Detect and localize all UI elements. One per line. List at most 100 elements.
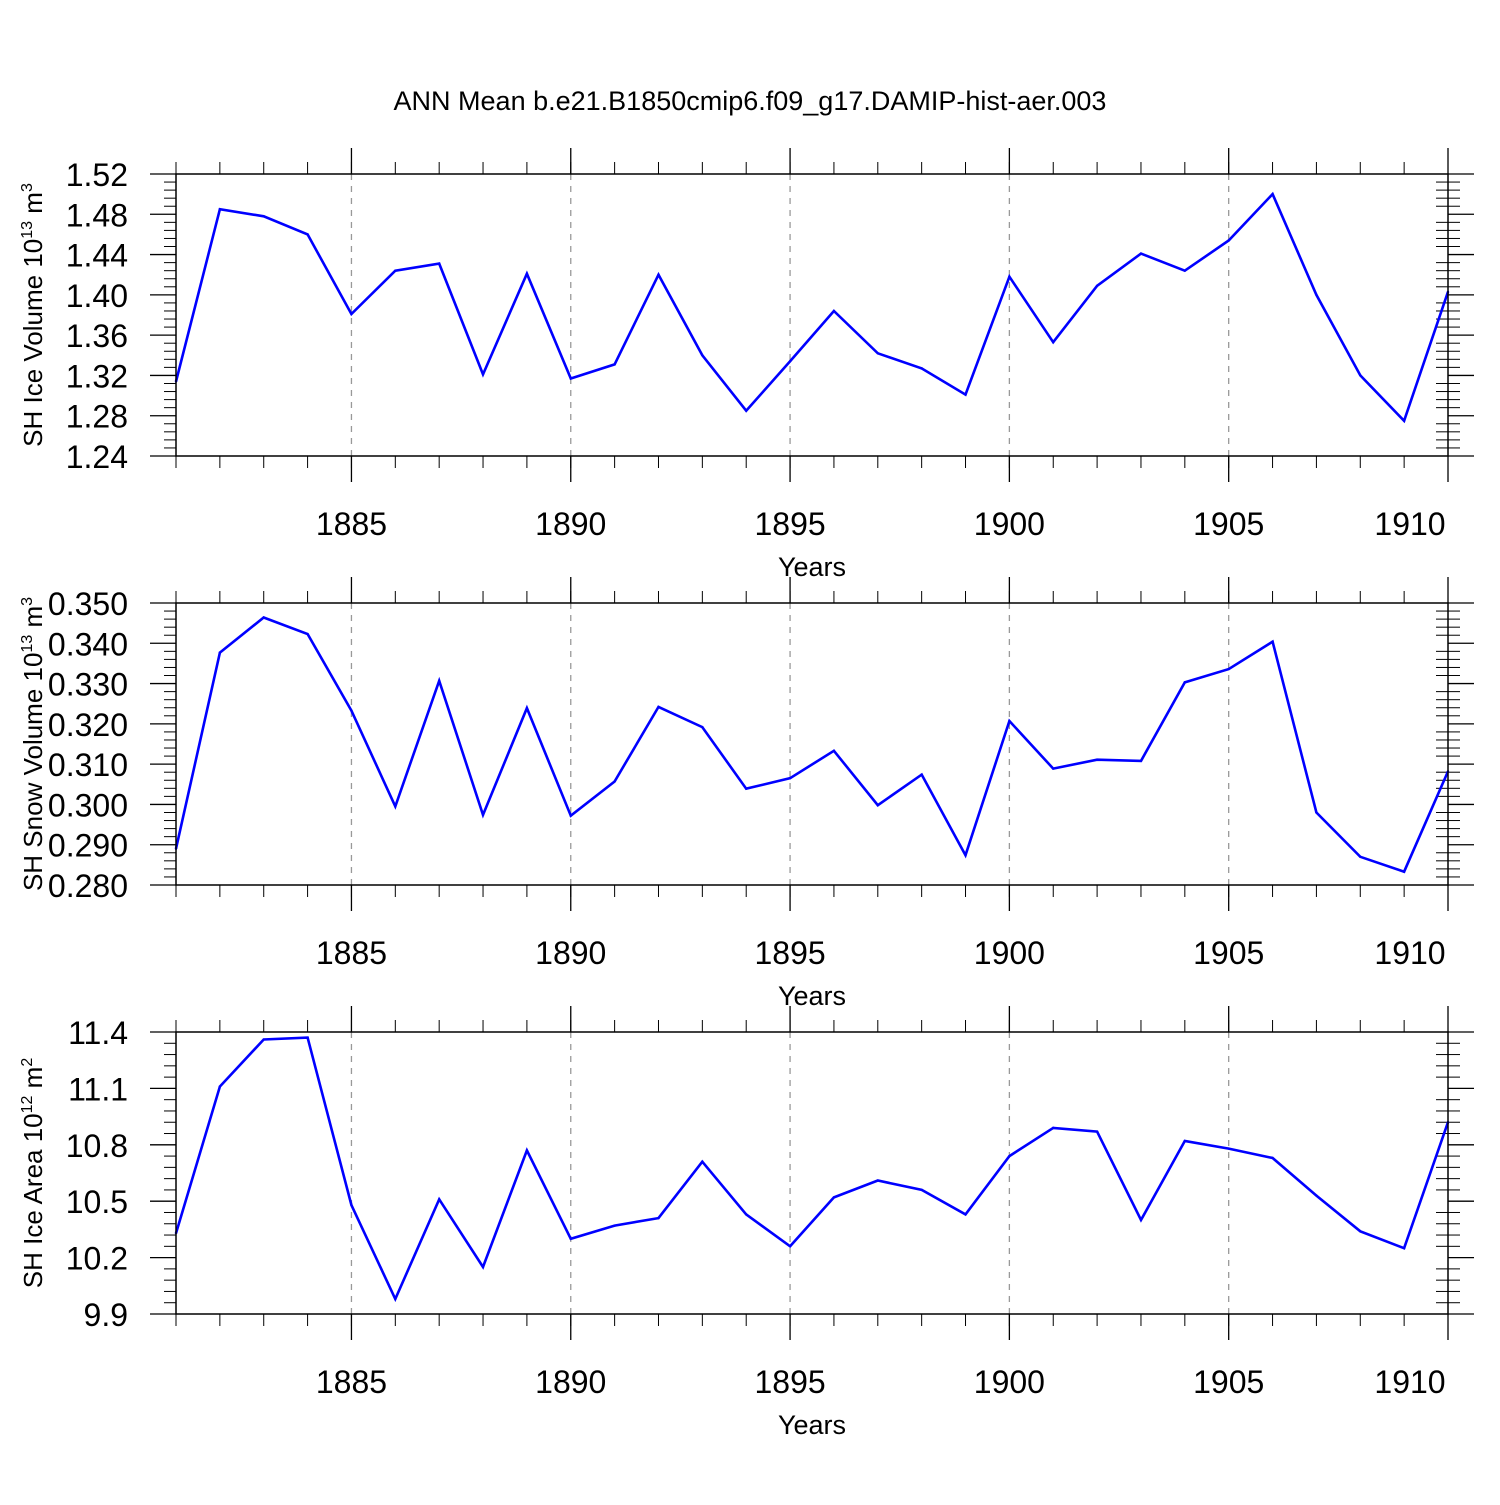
data-point-1889 [525, 1149, 529, 1152]
data-point-1886 [394, 269, 397, 272]
data-point-1897 [876, 1179, 879, 1182]
data-point-1882 [218, 1085, 222, 1088]
data-point-1898 [920, 1188, 923, 1192]
data-point-1896 [832, 309, 836, 313]
x-tick-label: 1910 [1374, 935, 1445, 971]
data-point-1908 [1359, 374, 1362, 377]
data-point-1886 [394, 805, 397, 808]
y-tick-label: 1.40 [66, 278, 128, 314]
y-tick-label: 1.32 [66, 358, 128, 394]
data-point-1904 [1183, 269, 1187, 272]
data-point-1906 [1271, 1156, 1274, 1160]
data-point-1901 [1052, 767, 1055, 770]
data-point-1885 [350, 709, 353, 712]
data-point-1904 [1183, 681, 1187, 684]
x-tick-label: 1900 [974, 935, 1045, 971]
y-axis-label: SH Ice Volume 1013 m3 [18, 183, 48, 447]
x-tick-label: 1890 [535, 935, 606, 971]
data-point-1897 [876, 804, 879, 807]
x-tick-label: 1900 [974, 506, 1045, 542]
data-point-1894 [745, 787, 748, 790]
x-tick-label: 1905 [1193, 1364, 1264, 1400]
data-point-1882 [218, 208, 222, 211]
x-tick-label: 1885 [316, 506, 387, 542]
data-point-1899 [964, 393, 967, 396]
data-point-1887 [437, 679, 441, 682]
data-point-1909 [1402, 870, 1406, 873]
data-point-1893 [701, 725, 704, 729]
data-point-1909 [1402, 1247, 1406, 1250]
chart-title: ANN Mean b.e21.B1850cmip6.f09_g17.DAMIP-… [394, 86, 1107, 116]
x-axis-label: Years [778, 552, 846, 582]
data-point-1904 [1183, 1139, 1187, 1143]
data-point-1905 [1227, 667, 1230, 671]
data-point-1883 [262, 215, 265, 218]
data-point-1908 [1359, 1230, 1362, 1233]
data-point-1900 [1008, 719, 1011, 723]
data-point-1884 [306, 1036, 309, 1039]
x-tick-label: 1890 [535, 1364, 606, 1400]
x-tick-label: 1905 [1193, 935, 1264, 971]
data-point-1888 [481, 813, 485, 817]
data-point-1883 [262, 616, 265, 619]
y-tick-label: 1.28 [66, 399, 128, 435]
data-point-1901 [1052, 1126, 1055, 1130]
data-point-1890 [569, 377, 572, 380]
y-tick-label: 0.280 [48, 868, 128, 904]
data-point-1890 [569, 814, 572, 817]
y-tick-label: 1.44 [66, 238, 128, 274]
data-point-1907 [1315, 1194, 1318, 1197]
data-point-1884 [306, 632, 309, 636]
series-line [174, 616, 1450, 874]
y-axis-label: SH Ice Area 1012 m2 [18, 1058, 48, 1289]
panel-3: 1885 1890 1895 1900 1905 1910 9.9 10.2 10.5 10.8 1… [18, 1006, 1474, 1440]
data-point-1895 [788, 360, 792, 363]
data-point-1895 [788, 777, 792, 780]
y-tick-label: 1.24 [66, 439, 128, 475]
data-point-1895 [788, 1245, 792, 1248]
y-tick-label: 10.8 [66, 1128, 128, 1164]
y-axis-label: SH Snow Volume 1013 m3 [18, 597, 48, 891]
data-point-1902 [1095, 284, 1099, 287]
data-point-1891 [613, 1224, 616, 1227]
data-point-1903 [1139, 1218, 1143, 1222]
data-point-1886 [394, 1297, 397, 1301]
data-point-1894 [745, 409, 748, 412]
y-tick-label: 10.5 [66, 1184, 128, 1220]
y-tick-label: 0.350 [48, 586, 128, 622]
data-point-1900 [1008, 1154, 1011, 1158]
data-point-1907 [1315, 293, 1318, 297]
data-point-1892 [657, 1216, 660, 1220]
data-point-1907 [1315, 811, 1318, 814]
y-tick-label: 0.320 [48, 707, 128, 743]
x-tick-label: 1895 [754, 1364, 825, 1400]
data-point-1902 [1095, 758, 1099, 761]
panel-2: 1885 1890 1895 1900 1905 1910 0.280 0.290 0.300 0… [18, 577, 1474, 1011]
data-point-1909 [1402, 419, 1406, 422]
y-tick-label: 0.290 [48, 828, 128, 864]
y-tick-label: 0.340 [48, 626, 128, 662]
y-tick-label: 0.310 [48, 747, 128, 783]
data-point-1898 [920, 773, 923, 776]
y-tick-label: 11.1 [68, 1071, 128, 1107]
data-point-1896 [832, 749, 836, 753]
data-point-1887 [437, 262, 441, 265]
x-tick-label: 1900 [974, 1364, 1045, 1400]
series-line [174, 191, 1450, 424]
data-point-1903 [1139, 252, 1143, 255]
y-tick-label: 1.36 [66, 318, 128, 354]
data-point-1882 [218, 651, 222, 654]
x-tick-label: 1885 [316, 1364, 387, 1400]
data-point-1892 [657, 273, 660, 276]
data-point-1885 [350, 312, 353, 316]
data-point-1903 [1139, 759, 1143, 763]
y-tick-label: 1.48 [66, 197, 128, 233]
x-tick-label: 1910 [1374, 1364, 1445, 1400]
data-point-1908 [1359, 855, 1362, 858]
y-tick-label: 10.2 [66, 1241, 128, 1277]
y-tick-label: 11.4 [68, 1015, 128, 1051]
data-point-1891 [613, 363, 616, 366]
x-tick-label: 1885 [316, 935, 387, 971]
